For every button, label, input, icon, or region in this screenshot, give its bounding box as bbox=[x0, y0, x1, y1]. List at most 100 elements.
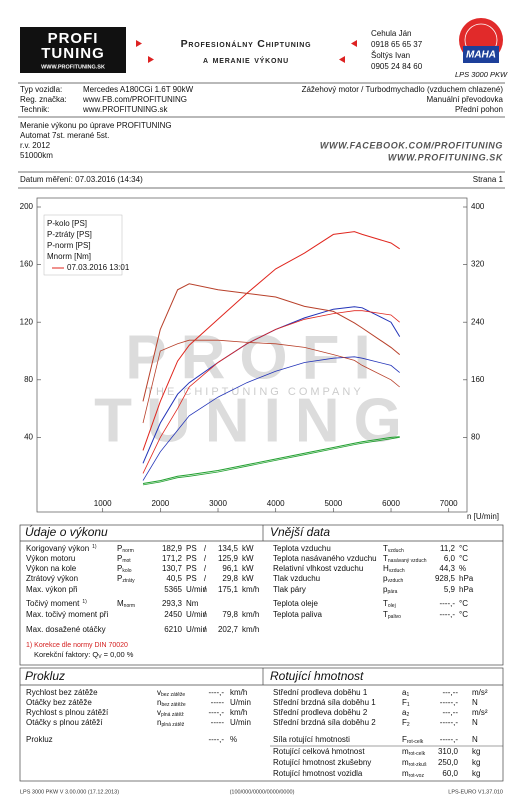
symbol-sub: rot-zkuš bbox=[409, 762, 427, 768]
symbol: Pkolo bbox=[117, 564, 132, 574]
row-value: 182,9 bbox=[162, 544, 183, 553]
row-unit: U/min bbox=[186, 585, 207, 594]
arrow bbox=[351, 40, 357, 47]
row-unit: U/min bbox=[186, 610, 207, 619]
x-tick-label: 2000 bbox=[151, 499, 169, 508]
series-line bbox=[142, 231, 400, 451]
row-value: 130,7 bbox=[162, 564, 183, 573]
symbol: pvzduch bbox=[383, 574, 404, 584]
legend-note: 07.03.2016 13:01 bbox=[67, 263, 130, 272]
legend-box bbox=[43, 214, 123, 276]
symbol: a2 bbox=[402, 708, 409, 718]
row-separator: / bbox=[204, 585, 207, 594]
x-tick-label: 4000 bbox=[267, 499, 285, 508]
symbol-sub: bez zátěže bbox=[161, 692, 185, 698]
row-value: 293,3 bbox=[162, 599, 183, 608]
row-unit: km/h bbox=[242, 585, 259, 594]
row-unit: hPa bbox=[459, 585, 474, 594]
label-text: Tlak vzduchu bbox=[273, 574, 320, 583]
row-unit: % bbox=[230, 735, 237, 744]
watermark: PROFI bbox=[125, 323, 384, 392]
symbol: F1 bbox=[402, 698, 410, 708]
symbol-main: F bbox=[402, 735, 407, 744]
label-text: Síla rotující hmotnosti bbox=[273, 735, 350, 744]
watermark-tagline: THE CHIPTUNING COMPANY bbox=[146, 386, 363, 398]
symbol-sub: ztráty bbox=[122, 578, 135, 584]
symbol: Frot-celk bbox=[402, 735, 424, 745]
row-label: Tlak vzduchu bbox=[273, 574, 320, 583]
row-separator: / bbox=[204, 574, 207, 583]
row-label: Točivý moment 1) bbox=[26, 599, 87, 608]
symbol-sub: vzduch bbox=[388, 548, 404, 554]
row-label: Rychlost s plnou zátěží bbox=[26, 708, 109, 717]
header-title: Profesionálny Chiptuning bbox=[181, 38, 312, 50]
symbol-sub: rot-voz bbox=[409, 773, 425, 779]
note-line: r.v. 2012 bbox=[20, 141, 51, 150]
row-unit: U/min bbox=[186, 625, 207, 634]
row-value: 175,1 bbox=[218, 585, 239, 594]
row-unit: kW bbox=[242, 554, 254, 563]
symbol: mrot-voz bbox=[402, 769, 424, 779]
row-label: Rotující hmotnost zkušebny bbox=[273, 758, 371, 767]
symbol: mrot-zkuš bbox=[402, 758, 427, 768]
footnote-ref: 1) bbox=[92, 544, 97, 550]
row-label: Teplota paliva bbox=[273, 610, 322, 619]
y2-tick-label: 240 bbox=[471, 317, 485, 326]
row-label: Výkon na kole bbox=[26, 564, 77, 573]
symbol: Hvzduch bbox=[383, 564, 405, 574]
symbol-sub: vzduch bbox=[387, 578, 403, 584]
symbol: Mnorm bbox=[117, 599, 135, 609]
label-text: Otáčky s plnou zátěží bbox=[26, 718, 103, 727]
row-label: Ztrátový výkon bbox=[26, 574, 78, 583]
row-value: 60,0 bbox=[442, 769, 458, 778]
row-value: 250,0 bbox=[438, 758, 459, 767]
footnote-ref: 1) bbox=[82, 599, 87, 605]
symbol-main: v bbox=[157, 708, 161, 717]
series-line bbox=[142, 356, 400, 481]
row-unit: km/h bbox=[230, 708, 247, 717]
symbol-sub: olej bbox=[388, 603, 396, 609]
row-label: Střední prodleva doběhu 2 bbox=[273, 708, 368, 717]
row-value: -----,- bbox=[440, 735, 459, 744]
label-text: Relativní vlhkost vzduchu bbox=[273, 564, 363, 573]
symbol-main: Q bbox=[92, 650, 98, 659]
row-value: -----,- bbox=[440, 698, 459, 707]
row-value: ----,- bbox=[439, 599, 455, 608]
series-line bbox=[142, 339, 400, 424]
symbol-main: a bbox=[402, 708, 407, 717]
label-text: Výkon motoru bbox=[26, 554, 75, 563]
label-text: Střední brzdná síla doběhu 1 bbox=[273, 698, 376, 707]
label-text: Točivý moment bbox=[26, 599, 80, 608]
y-tick-label: 80 bbox=[24, 375, 33, 384]
symbol-main: P bbox=[117, 544, 122, 553]
row-value: 44,3 bbox=[439, 564, 455, 573]
row-label: Teplota oleje bbox=[273, 599, 318, 608]
vehicle-spec: Zážehový motor / Turbodmychadlo (vzduche… bbox=[302, 85, 504, 94]
label-text: Max. točivý moment při bbox=[26, 610, 108, 619]
maha-badge bbox=[463, 46, 499, 63]
row-value: 96,1 bbox=[222, 564, 238, 573]
symbol-main: a bbox=[402, 688, 407, 697]
symbol: Tnasávaný vzduch bbox=[383, 554, 427, 564]
x-tick-label: 7000 bbox=[440, 499, 458, 508]
row-unit: Nm bbox=[186, 599, 199, 608]
info-value: www.PROFITUNING.sk bbox=[82, 105, 168, 114]
row-value: ----,- bbox=[208, 688, 224, 697]
symbol-sub: 2 bbox=[407, 722, 410, 728]
info-label: Reg. značka: bbox=[20, 95, 67, 104]
row-value: 310,0 bbox=[438, 747, 459, 756]
row-unit: m/s² bbox=[472, 688, 488, 697]
plot-frame bbox=[36, 197, 468, 513]
label-text: Rotující celková hmotnost bbox=[273, 747, 365, 756]
section-box bbox=[19, 667, 504, 782]
y2-tick-label: 320 bbox=[471, 260, 485, 269]
factor-line: Korekční faktory: QV = 0,00 % bbox=[34, 650, 134, 660]
y-tick-label: 120 bbox=[20, 317, 34, 326]
symbol: nplná zátěž bbox=[157, 718, 185, 728]
row-unit: kW bbox=[242, 564, 254, 573]
label-text: Rychlost bez zátěže bbox=[26, 688, 98, 697]
row-separator: / bbox=[204, 625, 207, 634]
series-line bbox=[142, 437, 400, 486]
